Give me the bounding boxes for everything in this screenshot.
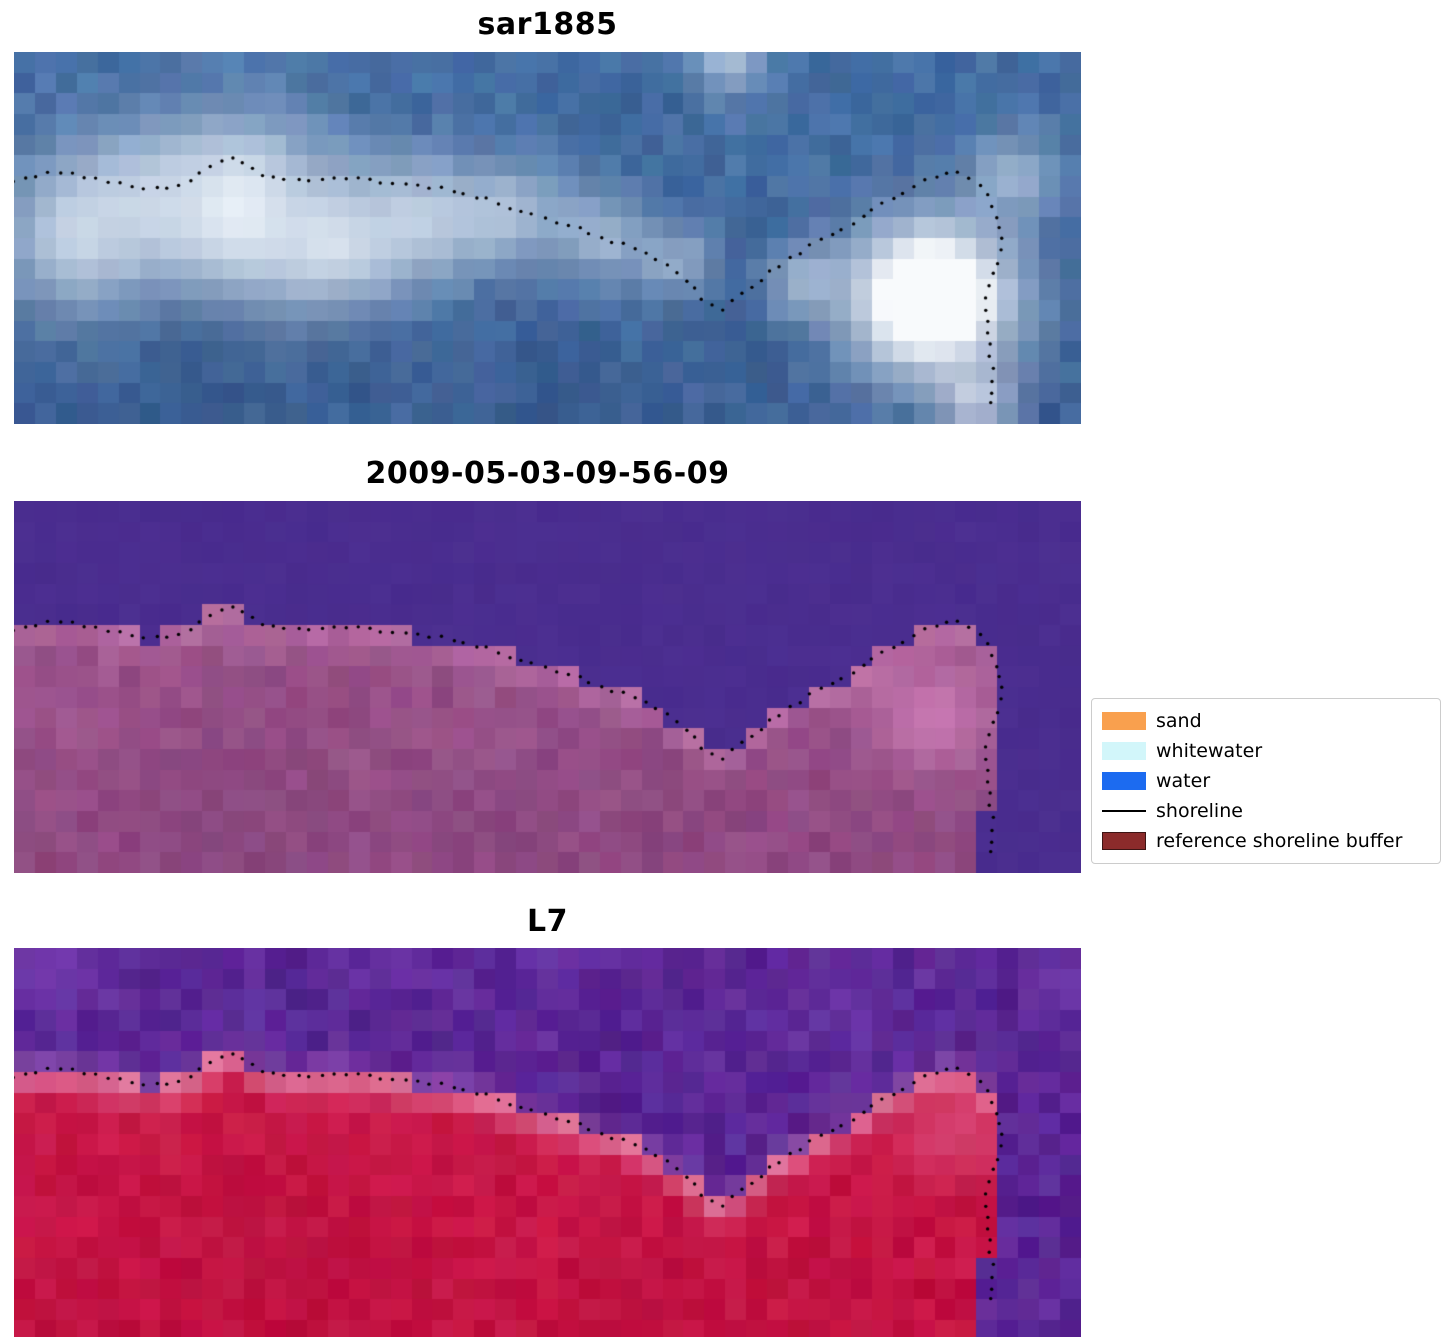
sand-swatch xyxy=(1102,712,1146,730)
water-swatch xyxy=(1102,772,1146,790)
l7-image-panel xyxy=(14,948,1081,1337)
reference-buffer-swatch xyxy=(1102,832,1146,850)
legend-item-sand: sand xyxy=(1102,706,1432,736)
shoreline-line-swatch xyxy=(1102,810,1146,812)
legend: sand whitewater water shoreline referenc… xyxy=(1091,698,1441,864)
panel-title-sar1885: sar1885 xyxy=(477,7,618,42)
panel-title-l7: L7 xyxy=(527,904,568,939)
panel-title-classified: 2009-05-03-09-56-09 xyxy=(365,456,730,491)
legend-label-shoreline: shoreline xyxy=(1156,800,1243,822)
legend-item-shoreline: shoreline xyxy=(1102,796,1432,826)
sar-image-panel xyxy=(14,52,1081,424)
legend-label-water: water xyxy=(1156,770,1211,792)
legend-item-whitewater: whitewater xyxy=(1102,736,1432,766)
classified-image-panel xyxy=(14,501,1081,873)
legend-label-reference-buffer: reference shoreline buffer xyxy=(1156,830,1403,852)
legend-label-sand: sand xyxy=(1156,710,1202,732)
legend-item-water: water xyxy=(1102,766,1432,796)
whitewater-swatch xyxy=(1102,742,1146,760)
legend-item-reference-buffer: reference shoreline buffer xyxy=(1102,826,1432,856)
legend-label-whitewater: whitewater xyxy=(1156,740,1263,762)
